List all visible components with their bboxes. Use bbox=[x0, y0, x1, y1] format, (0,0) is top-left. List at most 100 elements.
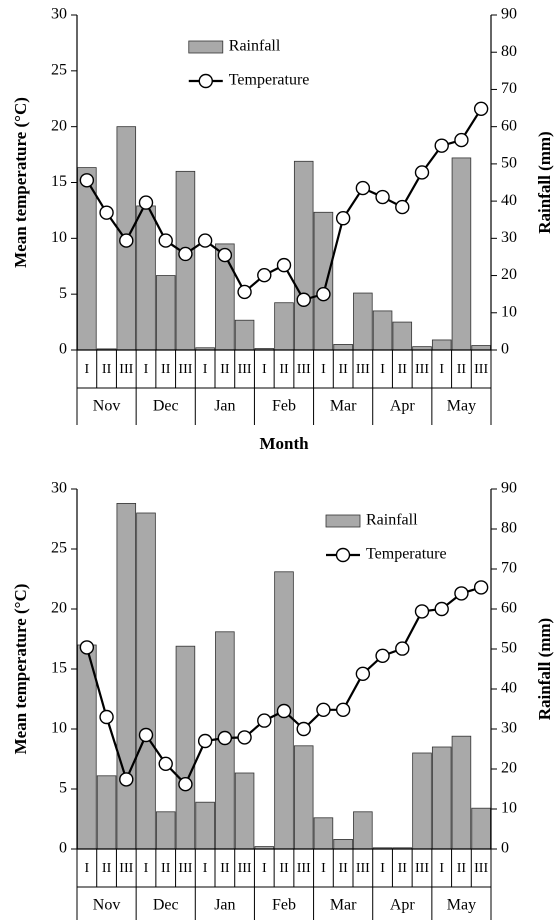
temperature-marker bbox=[355, 180, 371, 196]
temperature-marker bbox=[414, 604, 430, 619]
decade-label: III bbox=[119, 362, 133, 377]
y2-tick-label: 40 bbox=[501, 192, 517, 209]
y2-tick-label: 70 bbox=[501, 80, 517, 97]
rainfall-bar bbox=[136, 205, 156, 351]
decade-label: I bbox=[203, 861, 208, 876]
temperature-marker bbox=[79, 173, 95, 188]
y-tick-label: 15 bbox=[51, 173, 67, 190]
rainfall-bar bbox=[313, 211, 334, 351]
y2-tick-label: 40 bbox=[501, 680, 517, 697]
temperature-marker bbox=[237, 730, 252, 745]
temperature-marker bbox=[276, 257, 292, 273]
decade-label: II bbox=[398, 861, 408, 876]
decade-label: III bbox=[474, 861, 488, 876]
y2-tick-label: 70 bbox=[501, 560, 517, 577]
y-axis-title: Mean temperature (°C) bbox=[11, 584, 30, 755]
legend-label: Rainfall bbox=[229, 38, 281, 55]
month-label: Apr bbox=[390, 897, 416, 914]
rainfall-bar bbox=[155, 275, 176, 351]
rainfall-bar bbox=[333, 344, 353, 351]
y-tick-label: 10 bbox=[51, 229, 67, 246]
temperature-marker bbox=[296, 721, 311, 737]
rainfall-bar bbox=[412, 752, 432, 850]
month-label: Apr bbox=[390, 398, 416, 415]
rainfall-bar bbox=[471, 345, 491, 351]
temperature-marker bbox=[414, 165, 430, 180]
rainfall-bar bbox=[313, 817, 334, 850]
rainfall-bar bbox=[451, 157, 472, 351]
rainfall-bar bbox=[136, 512, 156, 850]
decade-label: III bbox=[415, 362, 429, 377]
decade-label: III bbox=[356, 362, 370, 377]
decade-label: III bbox=[178, 861, 192, 876]
y2-tick-label: 60 bbox=[501, 117, 517, 134]
temperature-marker bbox=[335, 211, 351, 226]
y2-tick-label: 10 bbox=[501, 800, 517, 817]
decade-label: II bbox=[279, 362, 289, 377]
decade-label: I bbox=[321, 362, 326, 377]
decade-label: II bbox=[220, 362, 230, 377]
temperature-marker bbox=[217, 247, 233, 263]
y-tick-label: 15 bbox=[51, 660, 67, 677]
y2-tick-label: 30 bbox=[501, 720, 517, 737]
decade-label: I bbox=[262, 362, 267, 377]
x-axis-title: Month bbox=[259, 434, 309, 453]
rainfall-bar bbox=[431, 746, 452, 850]
temperature-marker bbox=[119, 233, 134, 248]
decade-label: III bbox=[474, 362, 488, 377]
y2-tick-label: 80 bbox=[501, 520, 517, 537]
decade-label: I bbox=[380, 362, 385, 377]
rainfall-bar bbox=[293, 160, 314, 351]
legend-label: Temperature bbox=[229, 72, 310, 89]
y-tick-label: 25 bbox=[51, 62, 67, 79]
decade-label: I bbox=[144, 861, 149, 876]
temperature-marker bbox=[316, 286, 331, 302]
y-axis-title: Mean temperature (°C) bbox=[11, 97, 30, 268]
legend-swatch bbox=[188, 40, 224, 54]
temperature-marker bbox=[119, 772, 134, 787]
temperature-marker bbox=[99, 205, 114, 220]
month-label: Mar bbox=[330, 398, 357, 415]
rainfall-bar bbox=[372, 310, 393, 351]
temperature-marker bbox=[434, 601, 449, 617]
month-label: Dec bbox=[153, 897, 179, 914]
decade-label: III bbox=[356, 861, 370, 876]
month-label: Jan bbox=[214, 897, 235, 914]
y2-axis-title: Rainfall (mm) bbox=[535, 618, 554, 720]
decade-label: II bbox=[338, 861, 348, 876]
decade-label: III bbox=[238, 861, 252, 876]
rainfall-bar bbox=[353, 811, 373, 850]
temperature-marker bbox=[178, 246, 193, 262]
temperature-marker bbox=[197, 233, 213, 248]
temperature-marker bbox=[237, 284, 252, 300]
y2-tick-label: 0 bbox=[501, 840, 509, 857]
rainfall-bar bbox=[293, 745, 314, 850]
temperature-marker bbox=[375, 648, 390, 663]
month-label: Nov bbox=[93, 897, 121, 914]
y2-tick-label: 60 bbox=[501, 600, 517, 617]
rainfall-bar bbox=[471, 807, 491, 850]
rainfall-bar bbox=[274, 302, 294, 351]
decade-label: III bbox=[297, 861, 311, 876]
rainfall-bar bbox=[96, 775, 117, 850]
rainfall-bar bbox=[333, 839, 353, 850]
temperature-marker bbox=[335, 702, 351, 717]
rainfall-bar bbox=[451, 735, 472, 850]
temperature-marker bbox=[454, 132, 469, 148]
decade-label: II bbox=[102, 861, 112, 876]
temperature-marker bbox=[395, 199, 410, 215]
legend-swatch bbox=[325, 514, 361, 528]
rainfall-bar bbox=[175, 645, 196, 850]
temperature-marker bbox=[473, 580, 489, 595]
decade-label: III bbox=[238, 362, 252, 377]
y2-tick-label: 90 bbox=[501, 6, 517, 23]
decade-label: I bbox=[85, 362, 90, 377]
temperature-marker bbox=[276, 703, 292, 719]
temperature-marker bbox=[355, 666, 371, 681]
temperature-marker bbox=[138, 727, 154, 743]
temperature-marker bbox=[375, 189, 390, 205]
decade-label: III bbox=[178, 362, 192, 377]
decade-label: II bbox=[161, 362, 171, 377]
y-tick-label: 20 bbox=[51, 117, 67, 134]
decade-label: I bbox=[380, 861, 385, 876]
